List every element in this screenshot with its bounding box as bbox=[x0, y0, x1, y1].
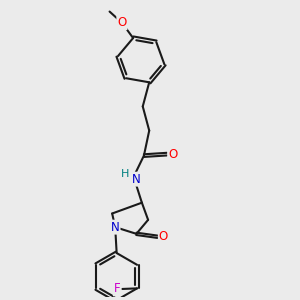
Text: N: N bbox=[111, 220, 120, 234]
Text: N: N bbox=[132, 173, 141, 186]
Text: H: H bbox=[121, 169, 130, 179]
Text: O: O bbox=[117, 16, 127, 29]
Text: O: O bbox=[168, 148, 177, 160]
Text: O: O bbox=[159, 230, 168, 243]
Text: F: F bbox=[114, 283, 120, 296]
